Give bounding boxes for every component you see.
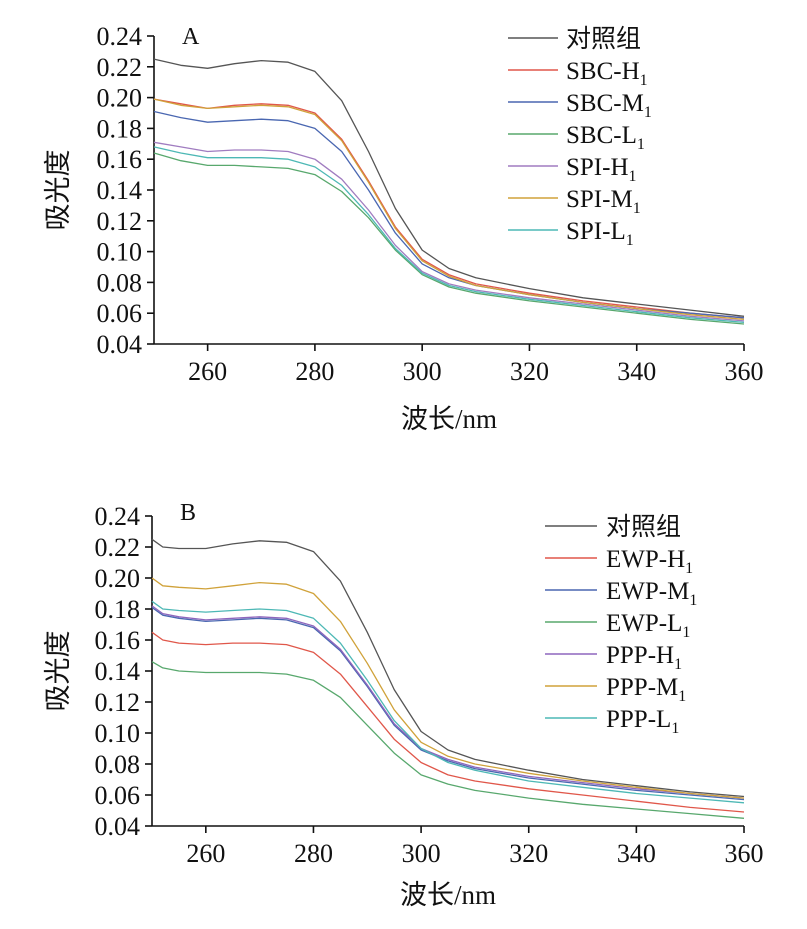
x-tick-label: 360 — [725, 839, 764, 868]
series-line-spi-l1 — [153, 146, 745, 324]
series-line-ppp-l1 — [151, 600, 745, 804]
y-tick-label: 0.16 — [97, 145, 143, 174]
x-tick-label: 280 — [294, 839, 333, 868]
legend-label-subscript: 1 — [674, 656, 682, 673]
y-tick-label: 0.20 — [97, 84, 143, 113]
series-line-sbc-h1 — [153, 98, 745, 319]
legend-label: SPI-L1 — [566, 218, 634, 249]
y-tick-label: 0.12 — [97, 207, 143, 236]
legend-label-text: PPP-M — [606, 674, 678, 701]
legend-label: EWP-L1 — [606, 610, 690, 641]
legend-label-text: EWP-M — [606, 578, 689, 605]
y-tick-label: 0.04 — [97, 330, 143, 359]
series-line-对照组 — [151, 538, 745, 798]
y-tick-label: 0.22 — [97, 53, 143, 82]
x-tick-label: 320 — [509, 839, 548, 868]
legend-label: SBC-H1 — [566, 58, 648, 89]
legend-label-subscript: 1 — [633, 200, 641, 217]
y-tick-label: 0.08 — [95, 750, 141, 779]
legend-label-subscript: 1 — [640, 72, 648, 89]
legend-label: SPI-M1 — [566, 186, 641, 217]
legend-label-text: 对照组 — [566, 25, 641, 53]
series-line-ppp-h1 — [151, 605, 745, 799]
x-tick-label: 260 — [188, 357, 227, 386]
series-line-sbc-l1 — [153, 152, 745, 325]
legend-label: SPI-H1 — [566, 154, 637, 185]
y-tick-label: 0.18 — [95, 595, 141, 624]
y-tick-label: 0.24 — [97, 22, 143, 51]
legend-label-subscript: 1 — [671, 720, 679, 737]
x-tick-label: 300 — [403, 357, 442, 386]
legend-label-subscript: 1 — [689, 592, 697, 609]
y-tick-label: 0.10 — [97, 238, 143, 267]
y-tick-label: 0.14 — [95, 657, 141, 686]
x-axis-title: 波长/nm — [401, 404, 497, 434]
y-axis-title: 吸光度 — [43, 150, 73, 231]
x-tick-label: 340 — [617, 839, 656, 868]
series-line-ewp-h1 — [151, 631, 745, 813]
y-tick-label: 0.10 — [95, 719, 141, 748]
y-tick-label: 0.06 — [97, 299, 143, 328]
x-tick-label: 260 — [186, 839, 225, 868]
legend-label: 对照组 — [566, 25, 641, 53]
legend-label-text: SPI-L — [566, 218, 626, 245]
y-tick-label: 0.04 — [95, 812, 141, 841]
legend-label: PPP-L1 — [606, 706, 679, 737]
series-line-spi-h1 — [153, 141, 745, 322]
y-tick-label: 0.24 — [95, 502, 141, 531]
x-tick-label: 340 — [617, 357, 656, 386]
legend-label: SBC-M1 — [566, 90, 652, 121]
legend-label-text: SPI-M — [566, 186, 633, 213]
legend-label-text: EWP-L — [606, 610, 682, 637]
series-line-ewp-l1 — [151, 661, 745, 819]
y-tick-label: 0.12 — [95, 688, 141, 717]
chart-panel-b: 0.040.060.080.100.120.140.160.180.200.22… — [43, 500, 764, 910]
y-axis-title: 吸光度 — [43, 631, 73, 712]
x-tick-label: 360 — [725, 357, 764, 386]
x-tick-label: 280 — [295, 357, 334, 386]
legend-label: EWP-M1 — [606, 578, 697, 609]
y-tick-label: 0.14 — [97, 176, 143, 205]
chart-panel-a: 0.040.060.080.100.120.140.160.180.200.22… — [43, 22, 764, 434]
legend-label-subscript: 1 — [626, 232, 634, 249]
legend-label-text: PPP-L — [606, 706, 671, 733]
legend-label-subscript: 1 — [629, 168, 637, 185]
legend-label-text: SBC-H — [566, 58, 640, 85]
legend-label-text: SBC-M — [566, 90, 644, 117]
series-line-ewp-m1 — [151, 606, 745, 801]
legend-label: PPP-H1 — [606, 642, 682, 673]
y-tick-label: 0.08 — [97, 268, 143, 297]
legend-label-text: SPI-H — [566, 154, 629, 181]
legend-label-subscript: 1 — [682, 624, 690, 641]
y-tick-label: 0.22 — [95, 533, 141, 562]
legend-label: 对照组 — [606, 513, 681, 541]
x-tick-label: 320 — [510, 357, 549, 386]
legend-label-subscript: 1 — [685, 560, 693, 577]
y-tick-label: 0.20 — [95, 564, 141, 593]
legend-label-text: 对照组 — [606, 513, 681, 541]
y-tick-label: 0.16 — [95, 626, 141, 655]
legend-label: EWP-H1 — [606, 546, 693, 577]
y-tick-label: 0.06 — [95, 781, 141, 810]
legend-label: PPP-M1 — [606, 674, 686, 705]
legend-label-text: PPP-H — [606, 642, 674, 669]
panel-label: B — [180, 500, 196, 526]
legend-label-text: EWP-H — [606, 546, 685, 573]
panel-label: A — [182, 24, 200, 50]
series-line-spi-m1 — [153, 98, 745, 321]
legend-label-subscript: 1 — [637, 136, 645, 153]
x-axis-title: 波长/nm — [400, 880, 496, 910]
legend-label: SBC-L1 — [566, 122, 645, 153]
legend-label-text: SBC-L — [566, 122, 637, 149]
x-tick-label: 300 — [402, 839, 441, 868]
legend-label-subscript: 1 — [644, 104, 652, 121]
series-line-ppp-m1 — [151, 577, 745, 799]
legend-label-subscript: 1 — [678, 688, 686, 705]
series-line-对照组 — [153, 58, 745, 317]
y-tick-label: 0.18 — [97, 114, 143, 143]
